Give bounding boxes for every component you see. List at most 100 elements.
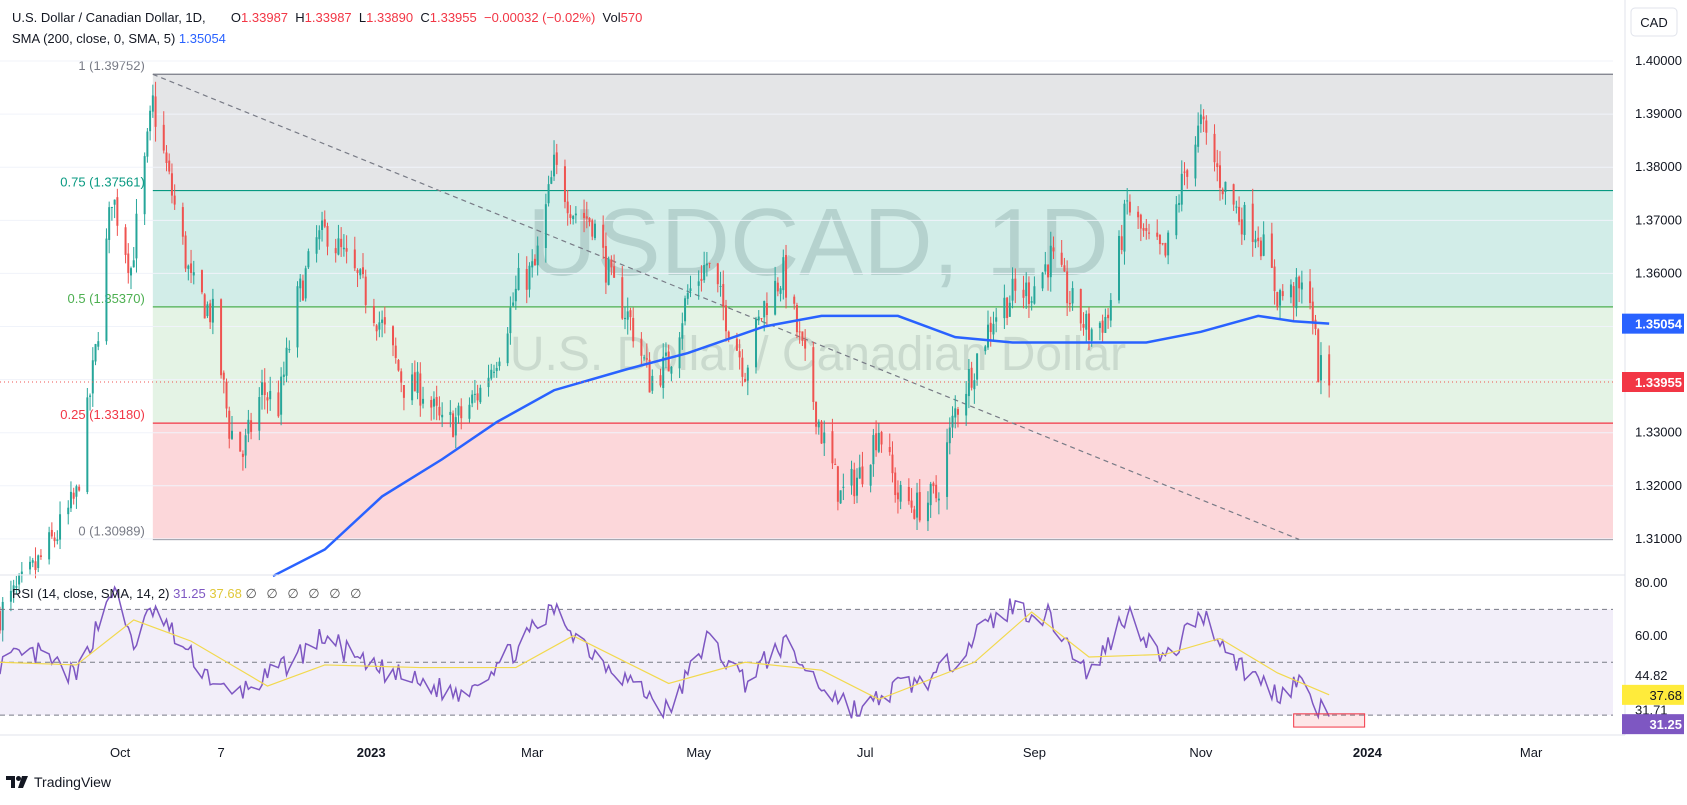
candle[interactable] <box>1066 260 1069 317</box>
candle[interactable] <box>820 420 823 444</box>
rsi-line[interactable] <box>0 585 1330 720</box>
candle[interactable] <box>1221 187 1224 200</box>
candle[interactable] <box>965 380 968 426</box>
candle[interactable] <box>970 361 973 391</box>
candle[interactable] <box>536 236 539 276</box>
candle[interactable] <box>929 481 932 518</box>
candle[interactable] <box>258 387 261 441</box>
candle[interactable] <box>116 188 119 236</box>
candle[interactable] <box>304 265 307 302</box>
candle[interactable] <box>946 428 949 510</box>
candle[interactable] <box>200 269 203 295</box>
candle[interactable] <box>1175 196 1178 240</box>
candle[interactable] <box>724 299 727 342</box>
candle[interactable] <box>94 343 97 366</box>
candle[interactable] <box>1079 288 1082 331</box>
candle[interactable] <box>50 522 53 539</box>
candle[interactable] <box>602 215 605 259</box>
candle[interactable] <box>583 199 586 233</box>
candle[interactable] <box>1254 230 1257 249</box>
candle[interactable] <box>1216 149 1219 182</box>
candle[interactable] <box>528 262 531 298</box>
candle[interactable] <box>760 318 763 322</box>
candle[interactable] <box>59 501 62 550</box>
candle[interactable] <box>288 340 291 353</box>
rsi-legend[interactable]: RSI (14, close, SMA, 14, 2) 31.25 37.68 … <box>12 586 365 602</box>
candle[interactable] <box>321 211 324 242</box>
candle[interactable] <box>1158 233 1161 255</box>
candle[interactable] <box>1014 268 1017 304</box>
candle[interactable] <box>419 362 422 417</box>
candle[interactable] <box>719 271 722 297</box>
candle[interactable] <box>640 332 643 365</box>
candle[interactable] <box>1276 291 1279 311</box>
candle[interactable] <box>670 365 673 382</box>
candle[interactable] <box>1311 287 1314 335</box>
candle[interactable] <box>89 393 92 411</box>
candle[interactable] <box>850 460 853 495</box>
candle[interactable] <box>263 368 266 410</box>
candle[interactable] <box>563 159 566 209</box>
candle[interactable] <box>75 484 78 509</box>
candle[interactable] <box>801 331 804 347</box>
candle[interactable] <box>225 378 228 418</box>
candle[interactable] <box>372 298 375 327</box>
candle[interactable] <box>1025 272 1028 309</box>
candle[interactable] <box>853 462 856 504</box>
candle[interactable] <box>855 468 858 504</box>
candle[interactable] <box>78 484 81 492</box>
candle[interactable] <box>555 143 558 175</box>
candle[interactable] <box>705 252 708 277</box>
candle[interactable] <box>891 441 894 483</box>
candle[interactable] <box>1161 242 1164 246</box>
candle[interactable] <box>823 420 826 456</box>
candle[interactable] <box>716 262 719 293</box>
candle[interactable] <box>681 312 684 350</box>
candle[interactable] <box>411 363 414 406</box>
candle[interactable] <box>184 231 187 273</box>
candle[interactable] <box>1295 268 1298 317</box>
rsi-ma-line[interactable] <box>0 611 1330 700</box>
candle[interactable] <box>162 111 165 154</box>
candle[interactable] <box>1027 276 1030 318</box>
candle[interactable] <box>473 379 476 403</box>
candle[interactable] <box>113 199 116 219</box>
candle[interactable] <box>468 397 471 423</box>
candle[interactable] <box>1085 310 1088 342</box>
candle[interactable] <box>553 140 556 181</box>
candle[interactable] <box>1178 194 1181 213</box>
candle[interactable] <box>755 316 758 374</box>
candle[interactable] <box>1128 194 1131 216</box>
candle[interactable] <box>211 288 214 335</box>
candle[interactable] <box>727 330 730 343</box>
candle[interactable] <box>48 526 51 565</box>
candle[interactable] <box>533 254 536 266</box>
candle[interactable] <box>1257 226 1260 248</box>
candle[interactable] <box>244 428 247 469</box>
currency-button[interactable] <box>1630 7 1678 37</box>
candle[interactable] <box>894 467 897 503</box>
candle[interactable] <box>1292 282 1295 321</box>
candle[interactable] <box>132 247 135 268</box>
candle[interactable] <box>454 407 457 449</box>
candle[interactable] <box>301 274 304 301</box>
candle[interactable] <box>315 225 318 263</box>
candle[interactable] <box>280 367 283 426</box>
candle[interactable] <box>1262 221 1265 257</box>
candle[interactable] <box>804 329 807 361</box>
candle[interactable] <box>1224 181 1227 205</box>
candle[interactable] <box>632 307 635 348</box>
candle[interactable] <box>913 505 916 520</box>
candle[interactable] <box>492 364 495 378</box>
candle[interactable] <box>995 307 998 333</box>
candle[interactable] <box>0 606 1 634</box>
candle[interactable] <box>1205 115 1208 145</box>
candle[interactable] <box>967 359 970 409</box>
candle[interactable] <box>566 189 569 226</box>
candle[interactable] <box>604 232 607 295</box>
candle[interactable] <box>277 380 280 418</box>
candle[interactable] <box>629 307 632 331</box>
candle[interactable] <box>416 362 419 400</box>
candle[interactable] <box>506 327 509 367</box>
